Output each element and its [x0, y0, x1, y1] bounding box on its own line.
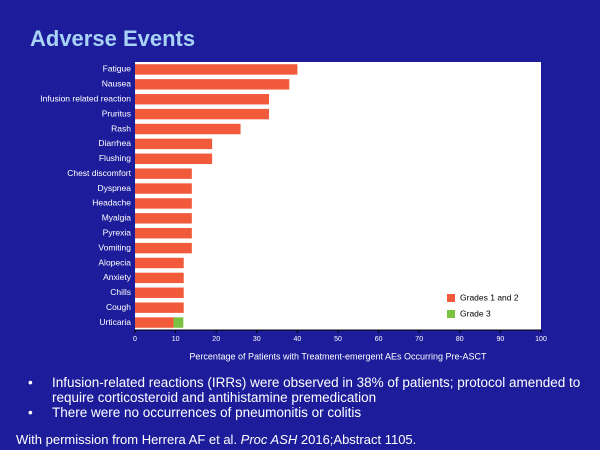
chart-title: Adverse Events: [30, 26, 195, 51]
x-tick-label: 40: [294, 336, 302, 343]
bar-segment: [135, 242, 192, 254]
y-tick-label: Anxiety: [103, 272, 132, 282]
x-tick-label: 30: [253, 336, 261, 343]
x-tick-label: 10: [172, 336, 180, 343]
bar-segment: [135, 302, 184, 313]
bullet-list: Infusion-related reactions (IRRs) were o…: [22, 375, 582, 420]
bar-segment: [135, 272, 184, 284]
x-tick-label: 70: [415, 336, 423, 343]
citation: With permission from Herrera AF et al. P…: [16, 432, 416, 447]
plot-area: [135, 62, 541, 330]
x-tick-label: 60: [375, 336, 383, 343]
x-tick-label: 90: [497, 336, 505, 343]
x-tick-label: 100: [535, 336, 547, 343]
bar-segment: [135, 138, 213, 150]
y-tick-label: Chills: [110, 287, 131, 297]
y-tick-label: Myalgia: [102, 213, 132, 223]
y-tick-label: Pruritus: [102, 108, 131, 118]
citation-text: 2016;Abstract 1105.: [297, 432, 417, 447]
bar-segment: [135, 94, 269, 105]
x-axis-label: Percentage of Patients with Treatment-em…: [189, 351, 487, 361]
y-tick-label: Chest discomfort: [67, 168, 131, 178]
citation-text: With permission from Herrera AF et al.: [16, 432, 241, 447]
bar-segment: [135, 108, 269, 120]
legend-label: Grades 1 and 2: [460, 292, 519, 302]
bar-segment: [135, 183, 192, 194]
y-tick-label: Flushing: [99, 153, 131, 163]
y-tick-label: Diarrhea: [98, 138, 131, 148]
annotation: N = 42: [455, 79, 509, 99]
x-tick-label: 50: [334, 336, 342, 343]
y-tick-label: Rash: [111, 123, 131, 133]
bar-segment: [173, 317, 184, 328]
y-tick-label: Alopecia: [98, 257, 131, 267]
x-tick-label: 0: [133, 336, 137, 343]
bar-segment: [135, 123, 241, 135]
y-tick-label: Pyrexia: [103, 227, 132, 237]
bar-segment: [135, 213, 192, 224]
bar-segment: [135, 64, 298, 75]
citation-journal: Proc ASH: [240, 432, 298, 447]
y-tick-label: Infusion related reaction: [40, 93, 131, 103]
bar-segment: [135, 228, 192, 239]
bar-segment: [135, 198, 192, 209]
legend-swatch: [447, 294, 455, 302]
bar-segment: [135, 257, 184, 269]
x-tick-label: 20: [212, 336, 220, 343]
y-tick-label: Headache: [92, 198, 131, 208]
bullet: There were no occurrences of pneumonitis…: [22, 405, 582, 420]
legend-label: Grade 3: [460, 308, 491, 318]
y-tick-label: Fatigue: [103, 64, 132, 74]
y-tick-label: Dyspnea: [97, 183, 131, 193]
bullet: Infusion-related reactions (IRRs) were o…: [22, 375, 582, 405]
legend-swatch: [447, 310, 455, 318]
bar-segment: [135, 287, 184, 298]
bar-segment: [135, 153, 213, 164]
bar-segment: [135, 168, 192, 179]
bar-segment: [135, 79, 290, 90]
y-tick-label: Urticaria: [99, 317, 131, 327]
y-tick-label: Nausea: [102, 79, 132, 89]
x-tick-label: 80: [456, 336, 464, 343]
y-tick-label: Vomiting: [98, 242, 131, 252]
y-tick-label: Cough: [106, 302, 131, 312]
bar-segment: [135, 317, 174, 328]
